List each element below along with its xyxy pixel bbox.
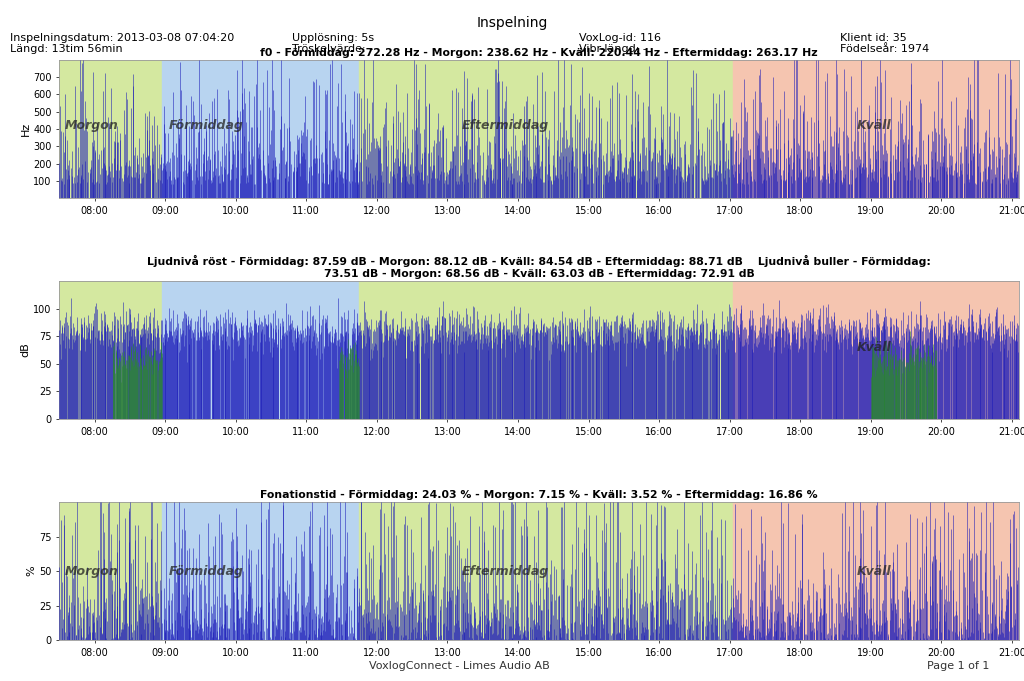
- Bar: [59, 281, 162, 419]
- Y-axis label: Hz: Hz: [20, 122, 31, 136]
- Text: Morgon: Morgon: [66, 565, 119, 577]
- Title: f0 - Förmiddag: 272.28 Hz - Morgon: 238.62 Hz - Kväll: 220.44 Hz - Eftermiddag: : f0 - Förmiddag: 272.28 Hz - Morgon: 238.…: [260, 48, 818, 58]
- Y-axis label: dB: dB: [20, 343, 31, 358]
- Text: Page 1 of 1: Page 1 of 1: [927, 661, 989, 671]
- Bar: [59, 502, 162, 640]
- Text: Kväll: Kväll: [857, 340, 891, 353]
- Text: Kväll: Kväll: [857, 119, 891, 132]
- Text: Inspelningsdatum: 2013-03-08 07:04:20: Inspelningsdatum: 2013-03-08 07:04:20: [10, 33, 234, 43]
- Text: Förmiddag: Förmiddag: [169, 119, 244, 132]
- Bar: [733, 281, 1019, 419]
- Title: Ljudnivå röst - Förmiddag: 87.59 dB - Morgon: 88.12 dB - Kväll: 84.54 dB - Efter: Ljudnivå röst - Förmiddag: 87.59 dB - Mo…: [147, 255, 931, 279]
- Bar: [359, 502, 733, 640]
- Text: Inspelning: Inspelning: [476, 16, 548, 30]
- Text: Eftermiddag: Eftermiddag: [462, 565, 549, 577]
- Text: Längd: 13tim 56min: Längd: 13tim 56min: [10, 44, 123, 54]
- Text: Förmiddag: Förmiddag: [169, 565, 244, 577]
- Text: Kväll: Kväll: [857, 565, 891, 577]
- Bar: [59, 60, 162, 198]
- Text: VoxLog-id: 116: VoxLog-id: 116: [579, 33, 660, 43]
- Bar: [162, 281, 359, 419]
- Title: Fonationstid - Förmiddag: 24.03 % - Morgon: 7.15 % - Kväll: 3.52 % - Eftermiddag: Fonationstid - Förmiddag: 24.03 % - Morg…: [260, 490, 818, 500]
- Text: VoxlogConnect - Limes Audio AB: VoxlogConnect - Limes Audio AB: [369, 661, 550, 671]
- Text: Klient id: 35: Klient id: 35: [840, 33, 906, 43]
- Text: Tröskelvärde: -: Tröskelvärde: -: [292, 44, 373, 54]
- Bar: [733, 502, 1019, 640]
- Text: Eftermiddag: Eftermiddag: [462, 119, 549, 132]
- Bar: [162, 60, 359, 198]
- Bar: [733, 60, 1019, 198]
- Text: Upplösning: 5s: Upplösning: 5s: [292, 33, 374, 43]
- Bar: [359, 281, 733, 419]
- Bar: [359, 60, 733, 198]
- Y-axis label: %: %: [27, 566, 37, 576]
- Text: Morgon: Morgon: [66, 119, 119, 132]
- Text: Vibr-längd: -: Vibr-längd: -: [579, 44, 646, 54]
- Bar: [162, 502, 359, 640]
- Text: Födelseår: 1974: Födelseår: 1974: [840, 44, 929, 54]
